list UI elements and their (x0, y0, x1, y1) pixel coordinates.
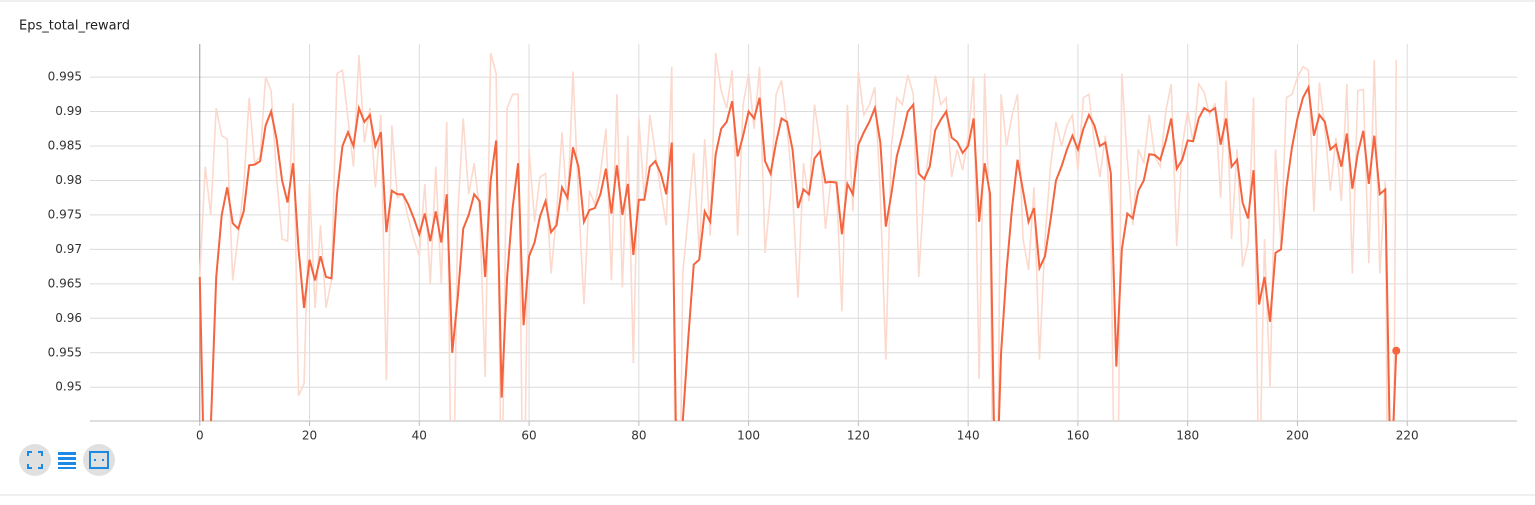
x-tick-label: 120 (847, 429, 870, 443)
x-tick-label: 200 (1286, 429, 1309, 443)
last-point-marker (1392, 346, 1401, 355)
y-tick-label: 0.96 (55, 311, 82, 325)
y-tick-label: 0.955 (48, 345, 82, 359)
y-tick-label: 0.99 (55, 104, 82, 118)
series-line (198, 52, 1398, 421)
x-tick-label: 40 (412, 429, 427, 443)
y-tick-label: 0.98 (55, 173, 82, 187)
y-tick-label: 0.985 (48, 139, 82, 153)
x-tick-label: 220 (1396, 429, 1419, 443)
fit-domain-button[interactable] (83, 444, 115, 476)
x-tick-label: 180 (1176, 429, 1199, 443)
x-tick-label: 60 (521, 429, 536, 443)
y-tick-label: 0.97 (55, 242, 82, 256)
y-tick-label: 0.975 (48, 207, 82, 221)
series-line (198, 84, 1398, 421)
fullscreen-button[interactable] (19, 444, 51, 476)
y-tick-label: 0.95 (55, 380, 82, 394)
chart-title: Eps_total_reward (19, 19, 130, 34)
plot (198, 52, 1398, 421)
grid: 0.95 0.955 0.96 0.965 0.97 0.975 0.98 0.985 0.99… (48, 44, 1517, 443)
x-tick-label: 160 (1066, 429, 1089, 443)
y-tick-label: 0.965 (48, 276, 82, 290)
x-tick-label: 20 (302, 429, 317, 443)
data-toggle-button[interactable] (58, 452, 76, 469)
x-tick-label: 140 (957, 429, 980, 443)
y-tick-label: 0.995 (48, 70, 82, 84)
x-tick-label: 100 (737, 429, 760, 443)
x-tick-label: 0 (196, 429, 204, 443)
x-tick-label: 80 (631, 429, 646, 443)
